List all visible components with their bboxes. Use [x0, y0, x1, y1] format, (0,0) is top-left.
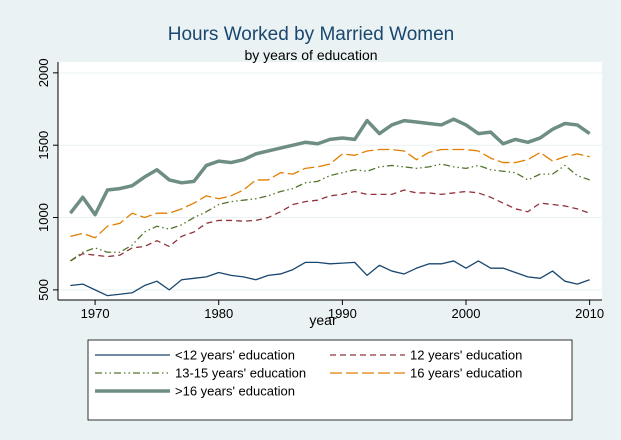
x-tick-label: 1980	[204, 306, 233, 321]
x-tick-label: 1970	[81, 306, 110, 321]
legend-label: 13-15 years' education	[175, 366, 306, 381]
y-tick-label: 1500	[36, 131, 51, 160]
chart-title: Hours Worked by Married Women	[168, 24, 455, 45]
chart-subtitle: by years of education	[244, 47, 377, 63]
y-tick-label: 2000	[36, 58, 51, 87]
y-tick-label: 500	[36, 279, 51, 301]
legend	[87, 339, 573, 421]
x-tick-label: 2000	[452, 306, 481, 321]
plot-area	[58, 62, 602, 300]
legend-label: 16 years' education	[410, 366, 522, 381]
legend-label: <12 years' education	[175, 348, 295, 363]
x-tick-label: 2010	[575, 306, 604, 321]
series-line	[68, 117, 591, 217]
legend-label: >16 years' education	[175, 384, 295, 399]
legend-label: 12 years' education	[410, 348, 522, 363]
series-line	[69, 163, 590, 262]
series-line	[70, 260, 590, 297]
series-line	[70, 148, 590, 239]
y-tick-label: 1000	[36, 203, 51, 232]
series-line	[70, 189, 590, 262]
x-axis-label: year	[309, 312, 337, 328]
x-tick-label: 1990	[328, 306, 357, 321]
